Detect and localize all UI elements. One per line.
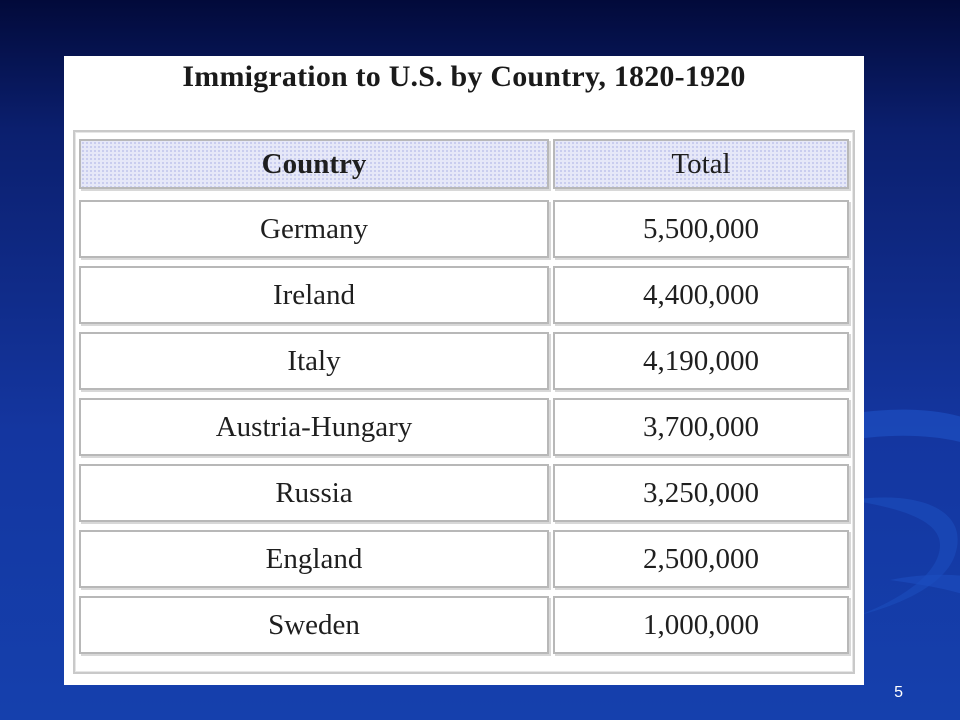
total-cell: 3,250,000 [553, 464, 849, 522]
total-cell: 2,500,000 [553, 530, 849, 588]
total-cell: 3,700,000 [553, 398, 849, 456]
column-header-total: Total [553, 139, 849, 189]
table-row: Sweden 1,000,000 [79, 596, 849, 656]
country-cell: England [79, 530, 549, 588]
country-cell: Russia [79, 464, 549, 522]
total-cell: 4,400,000 [553, 266, 849, 324]
country-cell: Italy [79, 332, 549, 390]
table-row: Russia 3,250,000 [79, 464, 849, 524]
table-row: Austria-Hungary 3,700,000 [79, 398, 849, 458]
table-row: Italy 4,190,000 [79, 332, 849, 392]
country-cell: Sweden [79, 596, 549, 654]
slide-page-number: 5 [894, 684, 903, 701]
country-cell: Austria-Hungary [79, 398, 549, 456]
slide-title: Immigration to U.S. by Country, 1820-192… [182, 60, 746, 93]
table-header-row: Country Total [79, 134, 849, 194]
table-row: Ireland 4,400,000 [79, 266, 849, 326]
total-cell: 1,000,000 [553, 596, 849, 654]
total-cell: 5,500,000 [553, 200, 849, 258]
immigration-table: Country Total Germany 5,500,000 Ireland … [73, 130, 855, 674]
slide-content-panel: Immigration to U.S. by Country, 1820-192… [64, 56, 864, 685]
total-cell: 4,190,000 [553, 332, 849, 390]
country-cell: Ireland [79, 266, 549, 324]
table-row: Germany 5,500,000 [79, 200, 849, 260]
country-cell: Germany [79, 200, 549, 258]
table-row: England 2,500,000 [79, 530, 849, 590]
column-header-country: Country [79, 139, 549, 189]
